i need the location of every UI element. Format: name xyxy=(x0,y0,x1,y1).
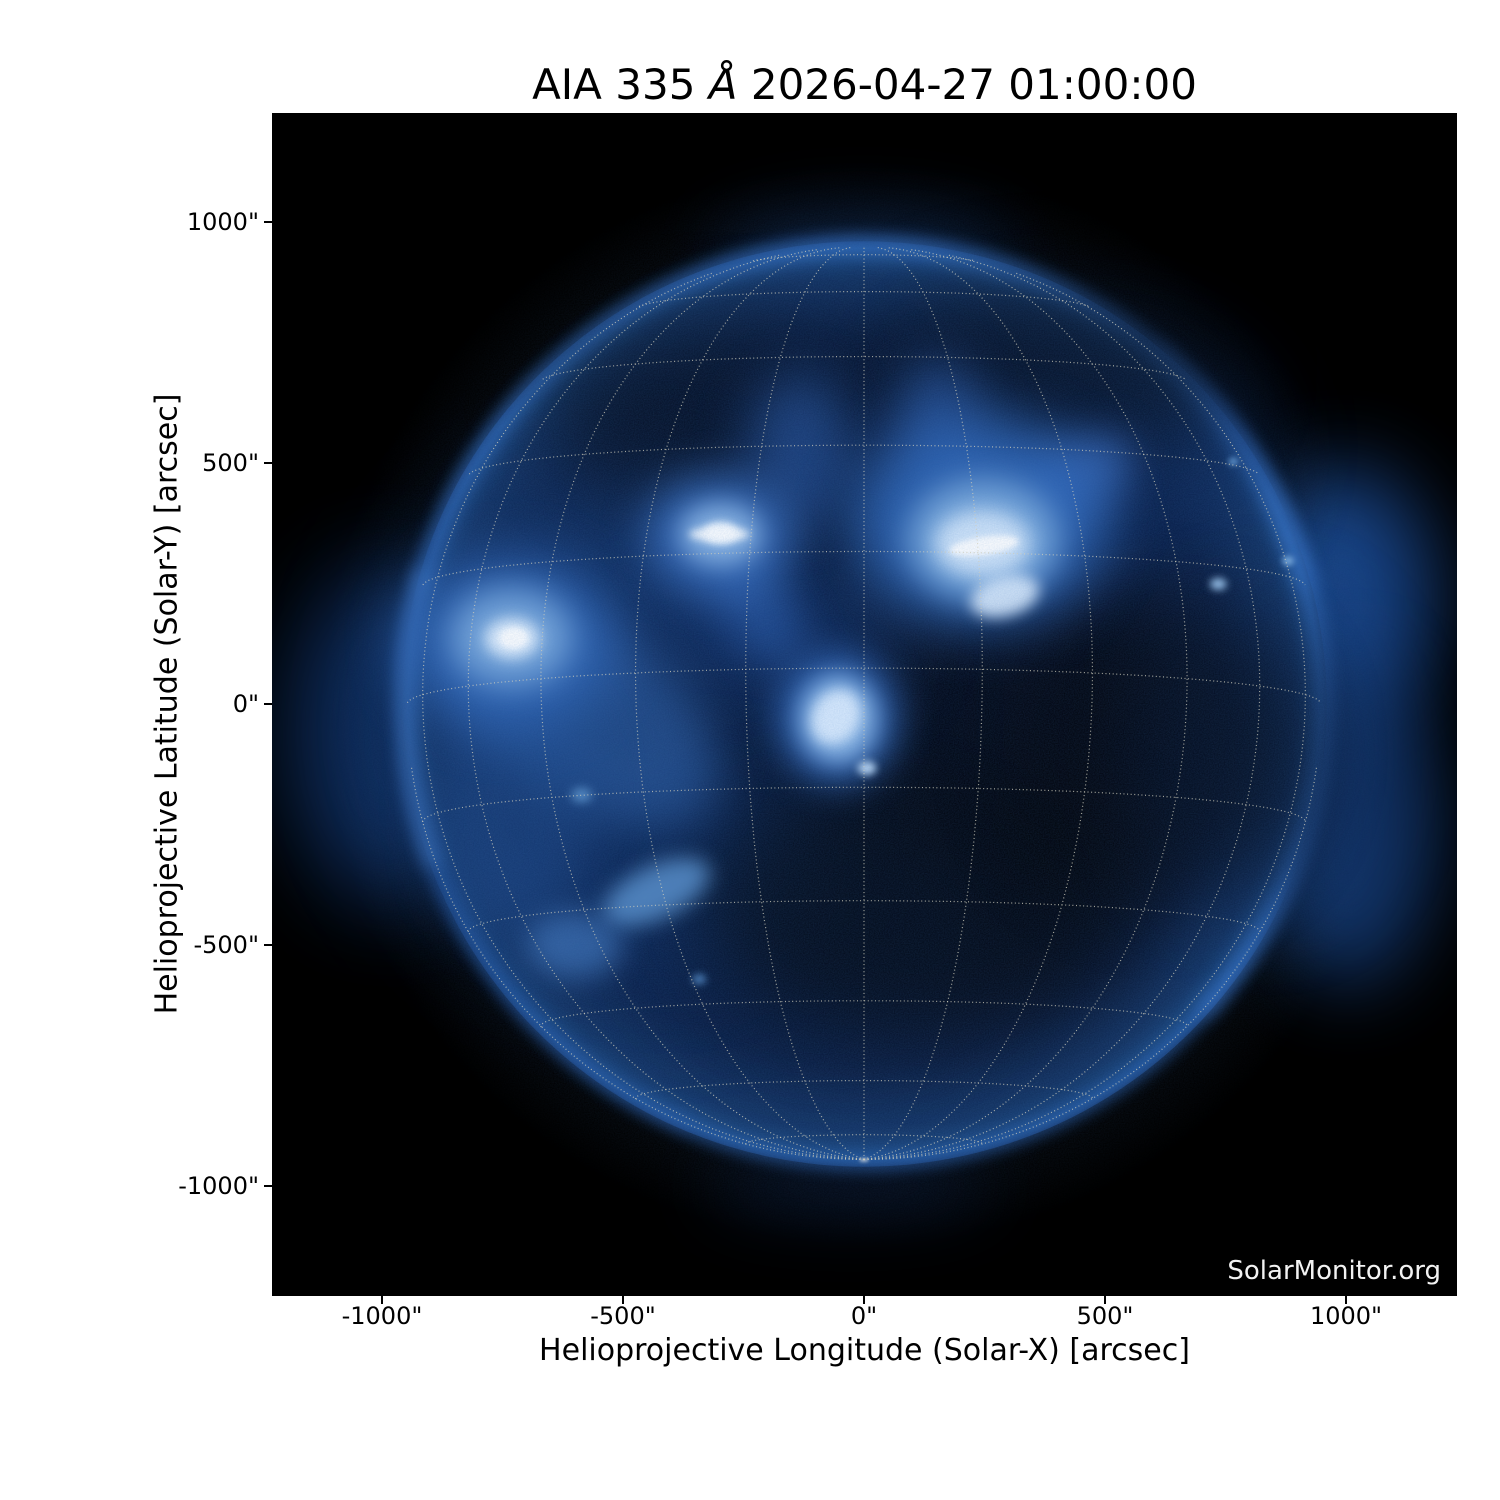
x-tick xyxy=(622,1296,624,1304)
plot-area: SolarMonitor.org xyxy=(272,113,1457,1296)
y-tick-label: 0" xyxy=(232,690,259,718)
y-tick-label: 1000" xyxy=(186,208,259,236)
y-tick xyxy=(264,462,272,464)
y-tick xyxy=(264,944,272,946)
grid-line xyxy=(863,767,1318,1161)
title-datetime: 2026-04-27 01:00:00 xyxy=(737,60,1197,109)
grid-line xyxy=(745,1134,983,1145)
grid-line xyxy=(422,786,1306,823)
x-tick xyxy=(863,1296,865,1304)
grid-line xyxy=(745,246,865,1161)
grid-line xyxy=(410,767,865,1161)
x-axis-label: Helioprojective Longitude (Solar-X) [arc… xyxy=(539,1333,1190,1368)
watermark: SolarMonitor.org xyxy=(1227,1256,1441,1286)
y-tick-label: 500" xyxy=(202,449,259,477)
y-tick xyxy=(264,1185,272,1187)
grid-line xyxy=(467,900,1261,932)
x-tick-label: 500" xyxy=(1076,1302,1134,1330)
grid-line xyxy=(540,248,865,1161)
noise-texture xyxy=(272,113,1457,1296)
grid-line xyxy=(468,444,1260,475)
x-tick-label: 0" xyxy=(850,1302,878,1330)
grid-line xyxy=(863,254,1261,1161)
y-axis-label: Helioprojective Latitude (Solar-Y) [arcs… xyxy=(149,393,185,1015)
grid-line xyxy=(540,1000,1188,1028)
x-tick-label: 1000" xyxy=(1309,1302,1383,1330)
x-tick-label: -1000" xyxy=(341,1302,423,1330)
grid-line xyxy=(634,1079,1094,1100)
grid-line xyxy=(863,246,983,1161)
grid-line xyxy=(542,355,1186,380)
solar-image xyxy=(272,113,1457,1296)
x-tick-label: -500" xyxy=(590,1302,656,1330)
x-tick xyxy=(381,1296,383,1304)
y-tick xyxy=(264,221,272,223)
x-tick xyxy=(1345,1296,1347,1304)
title-angstrom-symbol: Å xyxy=(708,60,738,109)
grid-line xyxy=(752,254,976,262)
heliographic-grid xyxy=(406,246,1322,1161)
y-tick xyxy=(264,703,272,705)
grid-line xyxy=(467,254,865,1161)
y-tick-label: -1000" xyxy=(178,1172,259,1200)
grid-line xyxy=(863,248,1188,1161)
title-instrument: AIA 335 xyxy=(532,60,709,109)
plot-title: AIA 335 Å 2026-04-27 01:00:00 xyxy=(272,62,1457,108)
x-tick xyxy=(1104,1296,1106,1304)
y-tick-label: -500" xyxy=(193,931,259,959)
